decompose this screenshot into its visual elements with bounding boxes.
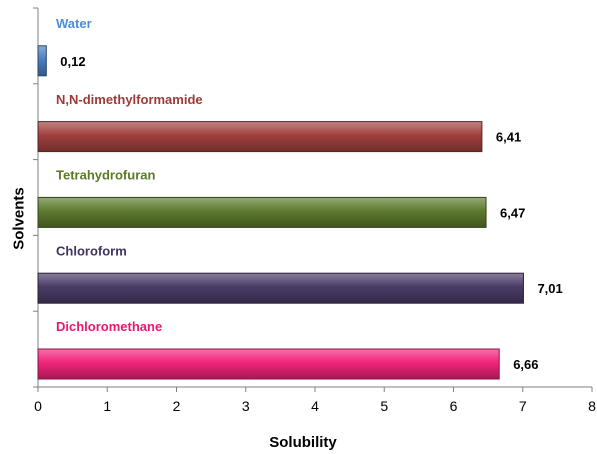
category-label: Water bbox=[56, 16, 92, 31]
value-label: 6,66 bbox=[513, 357, 538, 372]
x-tick-label: 0 bbox=[34, 398, 42, 414]
category-label: N,N-dimethylformamide bbox=[56, 92, 203, 107]
bar-tetrahydrofuran bbox=[37, 196, 487, 228]
category-label: Chloroform bbox=[56, 243, 127, 258]
x-tick-label: 8 bbox=[588, 398, 596, 414]
x-tick-label: 7 bbox=[519, 398, 527, 414]
bar-chloroform bbox=[37, 272, 524, 304]
bars bbox=[37, 45, 524, 380]
x-tick-label: 5 bbox=[380, 398, 388, 414]
labels: Water 0,12 N,N-dimethylformamide 6,41 Tetrah… bbox=[56, 16, 563, 372]
value-label: 7,01 bbox=[537, 281, 562, 296]
category-label: Dichloromethane bbox=[56, 319, 162, 334]
x-tick-label: 4 bbox=[311, 398, 319, 414]
x-axis-title: Solubility bbox=[269, 434, 337, 451]
bar-n-n-dimethylformamide bbox=[37, 121, 483, 153]
x-tick-label: 2 bbox=[173, 398, 181, 414]
bar-dichloromethane bbox=[37, 348, 500, 380]
x-tick-label: 6 bbox=[450, 398, 458, 414]
y-axis-title: Solvents bbox=[10, 187, 28, 250]
category-label: Tetrahydrofuran bbox=[56, 168, 155, 183]
x-tick-label: 1 bbox=[103, 398, 111, 414]
bar-water bbox=[37, 45, 47, 77]
value-label: 6,41 bbox=[496, 130, 521, 145]
x-tick-label: 3 bbox=[242, 398, 250, 414]
value-label: 0,12 bbox=[60, 54, 85, 69]
value-label: 6,47 bbox=[500, 205, 525, 220]
